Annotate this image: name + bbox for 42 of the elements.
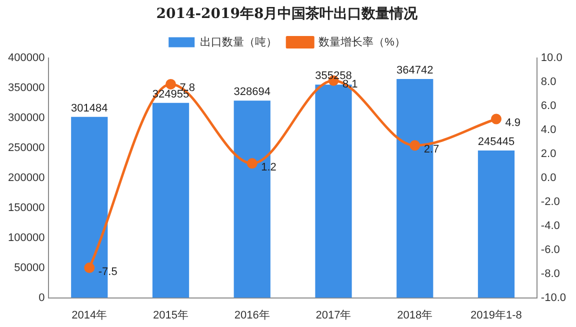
y2-tick-label: -4.0 bbox=[540, 220, 560, 232]
y2-tick-label: 2.0 bbox=[540, 148, 556, 160]
x-tick-label: 2014年 bbox=[72, 309, 108, 322]
legend-label: 数量增长率（%） bbox=[318, 35, 406, 48]
y2-tick-label: 6.0 bbox=[540, 100, 556, 112]
x-tick-label: 2019年1-8 bbox=[470, 309, 522, 322]
point bbox=[84, 262, 95, 274]
data-label: 328694 bbox=[234, 86, 270, 98]
y2-tick-label: -2.0 bbox=[540, 196, 560, 208]
point bbox=[410, 140, 420, 151]
y2-tick-label: -8.0 bbox=[540, 268, 560, 280]
y-tick-label: 150000 bbox=[8, 202, 45, 214]
x-tick-label: 2018年 bbox=[397, 309, 433, 322]
y-tick-label: 250000 bbox=[8, 142, 45, 154]
y-tick-label: 100000 bbox=[8, 232, 45, 244]
y2-tick-label: -6.0 bbox=[540, 244, 560, 256]
y2-tick-label: 8.0 bbox=[540, 76, 556, 88]
y2-tick-label: -10.0 bbox=[540, 292, 566, 304]
y2-tick-label: 4.0 bbox=[540, 124, 556, 136]
x-tick-label: 2016年 bbox=[234, 309, 270, 322]
bar bbox=[478, 150, 515, 298]
point bbox=[490, 114, 502, 124]
y-tick-label: 50000 bbox=[14, 262, 45, 274]
data-label: 364742 bbox=[396, 64, 434, 76]
point bbox=[246, 158, 258, 169]
y2-tick-label: 10.0 bbox=[540, 52, 562, 64]
y-tick-label: 200000 bbox=[8, 172, 45, 184]
chart-title: 2014-2019年8月中国茶叶出口数量情况 bbox=[156, 6, 419, 22]
y2-tick-label: 0.0 bbox=[540, 172, 556, 184]
point bbox=[166, 78, 176, 90]
data-label: -7.5 bbox=[98, 266, 118, 278]
y-tick-label: 400000 bbox=[8, 52, 45, 64]
x-tick-label: 2015年 bbox=[153, 309, 189, 322]
data-label: 245445 bbox=[478, 136, 515, 148]
x-tick-label: 2017年 bbox=[316, 309, 352, 322]
bar bbox=[152, 102, 190, 298]
y-tick-label: 0 bbox=[38, 292, 45, 304]
legend-label: 出口数量（吨） bbox=[200, 35, 278, 48]
y-tick-label: 300000 bbox=[8, 112, 45, 124]
y-tick-label: 350000 bbox=[8, 82, 45, 94]
data-label: 301484 bbox=[71, 102, 108, 114]
data-label: 4.9 bbox=[505, 117, 521, 130]
